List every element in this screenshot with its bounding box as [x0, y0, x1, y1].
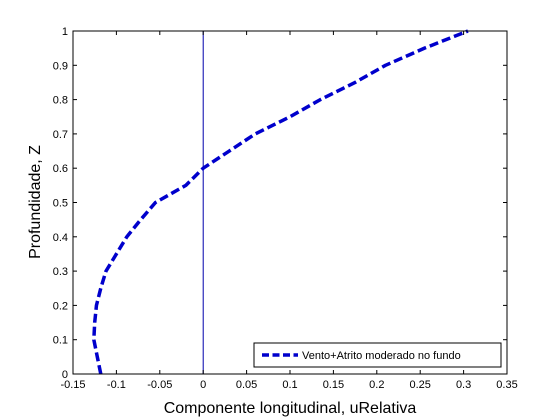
y-tick-label: 0.6 [53, 163, 68, 175]
legend: Vento+Atrito moderado no fundo [253, 342, 502, 368]
x-tick-label: 0.1 [282, 379, 297, 391]
plot-area [73, 31, 507, 374]
y-axis-title: Profundidade, Z [27, 145, 44, 259]
series-layer [92, 29, 469, 375]
y-tick-label: 0.3 [53, 266, 68, 278]
x-tick-label: -0.15 [60, 379, 85, 391]
x-tick-label: 0.05 [236, 379, 257, 391]
tick-layer: -0.15 -0.1 -0.05 0 0.05 0.1 0.15 0.2 0.25 0.3 0.35… [53, 26, 518, 391]
x-tick-label: 0.15 [323, 379, 344, 391]
y-tick-label: 0.4 [53, 232, 68, 244]
y-tick-label: 0.1 [53, 335, 68, 347]
y-tick-label: 1 [62, 26, 68, 38]
x-tick-label: 0.25 [409, 379, 430, 391]
y-tick-label: 0.9 [53, 60, 68, 72]
x-tick-label: 0.35 [496, 379, 517, 391]
x-tick-label: 0.3 [456, 379, 471, 391]
y-tick-label: 0.5 [53, 198, 68, 210]
x-tick-label: -0.05 [147, 379, 172, 391]
y-tick-label: 0.2 [53, 300, 68, 312]
x-tick-label: -0.1 [107, 379, 126, 391]
y-tick-label: 0.8 [53, 95, 68, 107]
series-line [92, 29, 469, 375]
x-axis-title: Componente longitudinal, uRelativa [164, 400, 417, 417]
x-tick-label: 0 [200, 379, 206, 391]
legend-entry-label: Vento+Atrito moderado no fundo [302, 350, 461, 362]
y-tick-label: 0 [62, 369, 68, 381]
x-tick-label: 0.2 [369, 379, 384, 391]
y-tick-label: 0.7 [53, 129, 68, 141]
